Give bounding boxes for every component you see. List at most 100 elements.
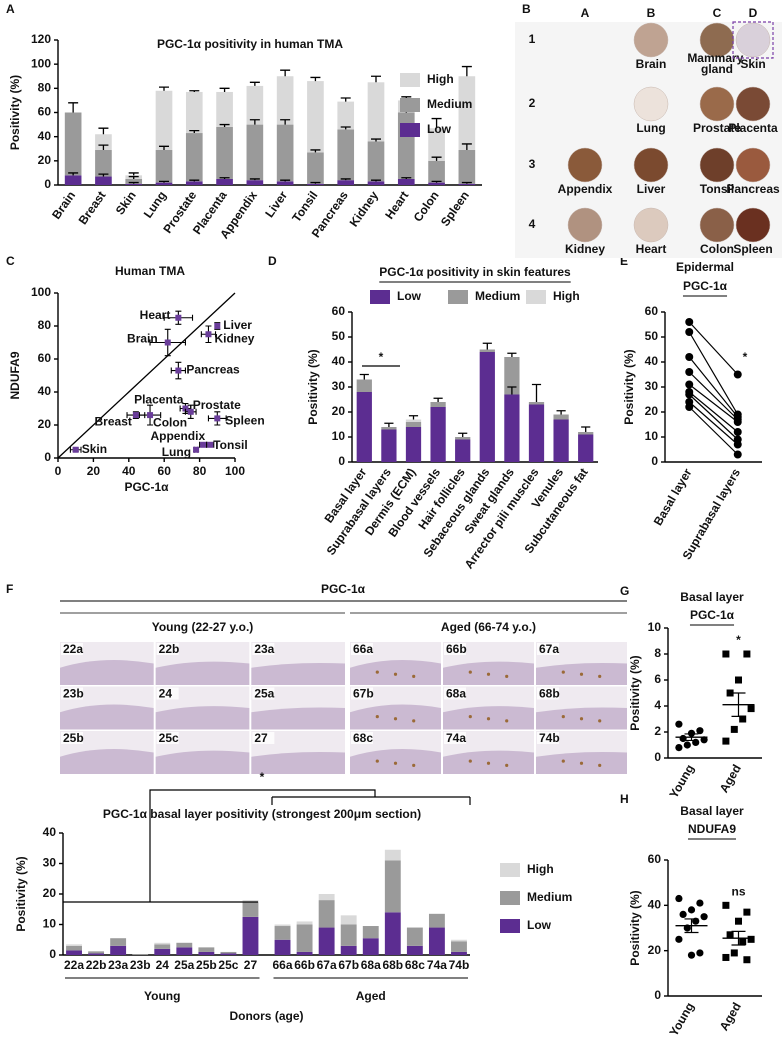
y-tick-label: 20 bbox=[648, 943, 662, 957]
bar-segment bbox=[110, 945, 127, 955]
error-bar bbox=[340, 178, 351, 181]
bar-segment bbox=[176, 942, 193, 948]
error-bar bbox=[280, 119, 291, 125]
error-bar bbox=[461, 65, 472, 77]
bar-segment bbox=[318, 894, 335, 901]
error-bar bbox=[310, 149, 321, 153]
point bbox=[733, 428, 742, 436]
x-tick-label: 25c bbox=[218, 958, 238, 972]
y-tick-label: 50 bbox=[645, 329, 659, 343]
legend-label: High bbox=[527, 862, 554, 876]
tissue-core bbox=[699, 22, 735, 58]
point-label: Kidney bbox=[214, 331, 254, 345]
row-label: 1 bbox=[529, 32, 536, 46]
x-tick-label: Lung bbox=[141, 189, 169, 221]
point bbox=[175, 314, 182, 321]
legend-swatch bbox=[500, 919, 520, 933]
x-axis-label: PGC-1α bbox=[124, 480, 169, 494]
tile-label: 74a bbox=[446, 731, 466, 745]
tissue-label: Pancreas bbox=[726, 182, 780, 196]
point bbox=[733, 450, 742, 459]
point bbox=[685, 390, 694, 399]
point bbox=[747, 935, 755, 943]
y-axis-label: Positivity (%) bbox=[14, 856, 28, 931]
bar-segment bbox=[276, 124, 294, 182]
error-bar bbox=[189, 179, 200, 182]
bar-segment bbox=[66, 945, 82, 951]
point-label: Liver bbox=[223, 318, 252, 332]
error-bar bbox=[531, 383, 542, 402]
bar-segment bbox=[155, 149, 173, 183]
y-tick-label: 40 bbox=[38, 384, 52, 398]
y-tick-label: 40 bbox=[645, 354, 659, 368]
legend-swatch bbox=[370, 290, 390, 304]
y-tick-label: 0 bbox=[44, 177, 51, 191]
tissue-core bbox=[633, 207, 669, 243]
epidermis bbox=[60, 749, 154, 774]
bar-segment bbox=[458, 76, 476, 150]
error-bar bbox=[482, 342, 492, 350]
point-label: Brain bbox=[127, 332, 158, 346]
x-tick-label: 25a bbox=[174, 958, 194, 972]
bar-segment bbox=[362, 938, 379, 955]
bar-segment bbox=[428, 913, 445, 928]
tissue-core bbox=[633, 147, 669, 183]
stain-dot bbox=[393, 672, 398, 676]
panel-letter: E bbox=[620, 254, 628, 268]
legend-label: Low bbox=[397, 289, 422, 303]
error-bar bbox=[507, 386, 517, 395]
error-bar bbox=[461, 181, 472, 184]
tissue-label: Brain bbox=[636, 57, 667, 71]
tissue-label: Kidney bbox=[565, 242, 605, 256]
stain-dot bbox=[375, 715, 379, 719]
pair-line bbox=[688, 321, 739, 375]
bar-segment bbox=[406, 945, 423, 955]
tile-label: 66a bbox=[353, 642, 373, 656]
error-bar bbox=[507, 352, 517, 357]
error-bar bbox=[461, 143, 472, 150]
chart-subtitle: PGC-1α bbox=[690, 608, 735, 622]
y-tick-label: 0 bbox=[654, 750, 661, 764]
bar-segment bbox=[553, 414, 569, 420]
bar-segment bbox=[479, 352, 495, 462]
point bbox=[735, 917, 742, 925]
bar-segment bbox=[528, 402, 545, 405]
bar-segment bbox=[578, 434, 594, 462]
error-bar bbox=[159, 180, 169, 183]
point bbox=[200, 441, 207, 448]
tile-label-bg bbox=[61, 732, 83, 744]
bar-segment bbox=[340, 924, 357, 946]
tissue-core bbox=[567, 147, 603, 183]
bar-segment bbox=[242, 900, 259, 902]
significance-label: * bbox=[379, 350, 384, 364]
bar-segment bbox=[220, 953, 237, 955]
micrograph-title: PGC-1α bbox=[321, 582, 366, 596]
x-tick-label: Young bbox=[667, 762, 697, 801]
point bbox=[730, 725, 738, 733]
pair-line bbox=[688, 384, 739, 423]
bar-segment bbox=[397, 178, 415, 185]
bar-segment bbox=[154, 942, 171, 945]
tile-label: 25b bbox=[63, 731, 84, 745]
y-tick-label: 50 bbox=[332, 329, 346, 343]
error-bar bbox=[189, 129, 200, 134]
chart-title: Basal layer bbox=[680, 804, 744, 818]
pair-line bbox=[688, 401, 739, 445]
y-tick-label: 10 bbox=[332, 429, 346, 443]
y-tick-label: 8 bbox=[654, 646, 661, 660]
y-tick-label: 30 bbox=[332, 379, 346, 393]
y-tick-label: 40 bbox=[38, 129, 52, 143]
point bbox=[687, 729, 696, 737]
y-tick-label: 40 bbox=[648, 898, 662, 912]
point bbox=[747, 705, 755, 713]
bar-segment bbox=[356, 392, 372, 462]
bar-segment bbox=[132, 954, 149, 955]
pair-line bbox=[688, 391, 739, 433]
point-label: Lung bbox=[162, 445, 191, 459]
error-bar bbox=[371, 179, 381, 182]
x-tick-label: Young bbox=[667, 1000, 697, 1038]
bar-segment bbox=[216, 178, 233, 185]
point bbox=[722, 737, 730, 745]
x-tick-label: Heart bbox=[382, 189, 411, 222]
x-tick-label: 68c bbox=[405, 958, 425, 972]
